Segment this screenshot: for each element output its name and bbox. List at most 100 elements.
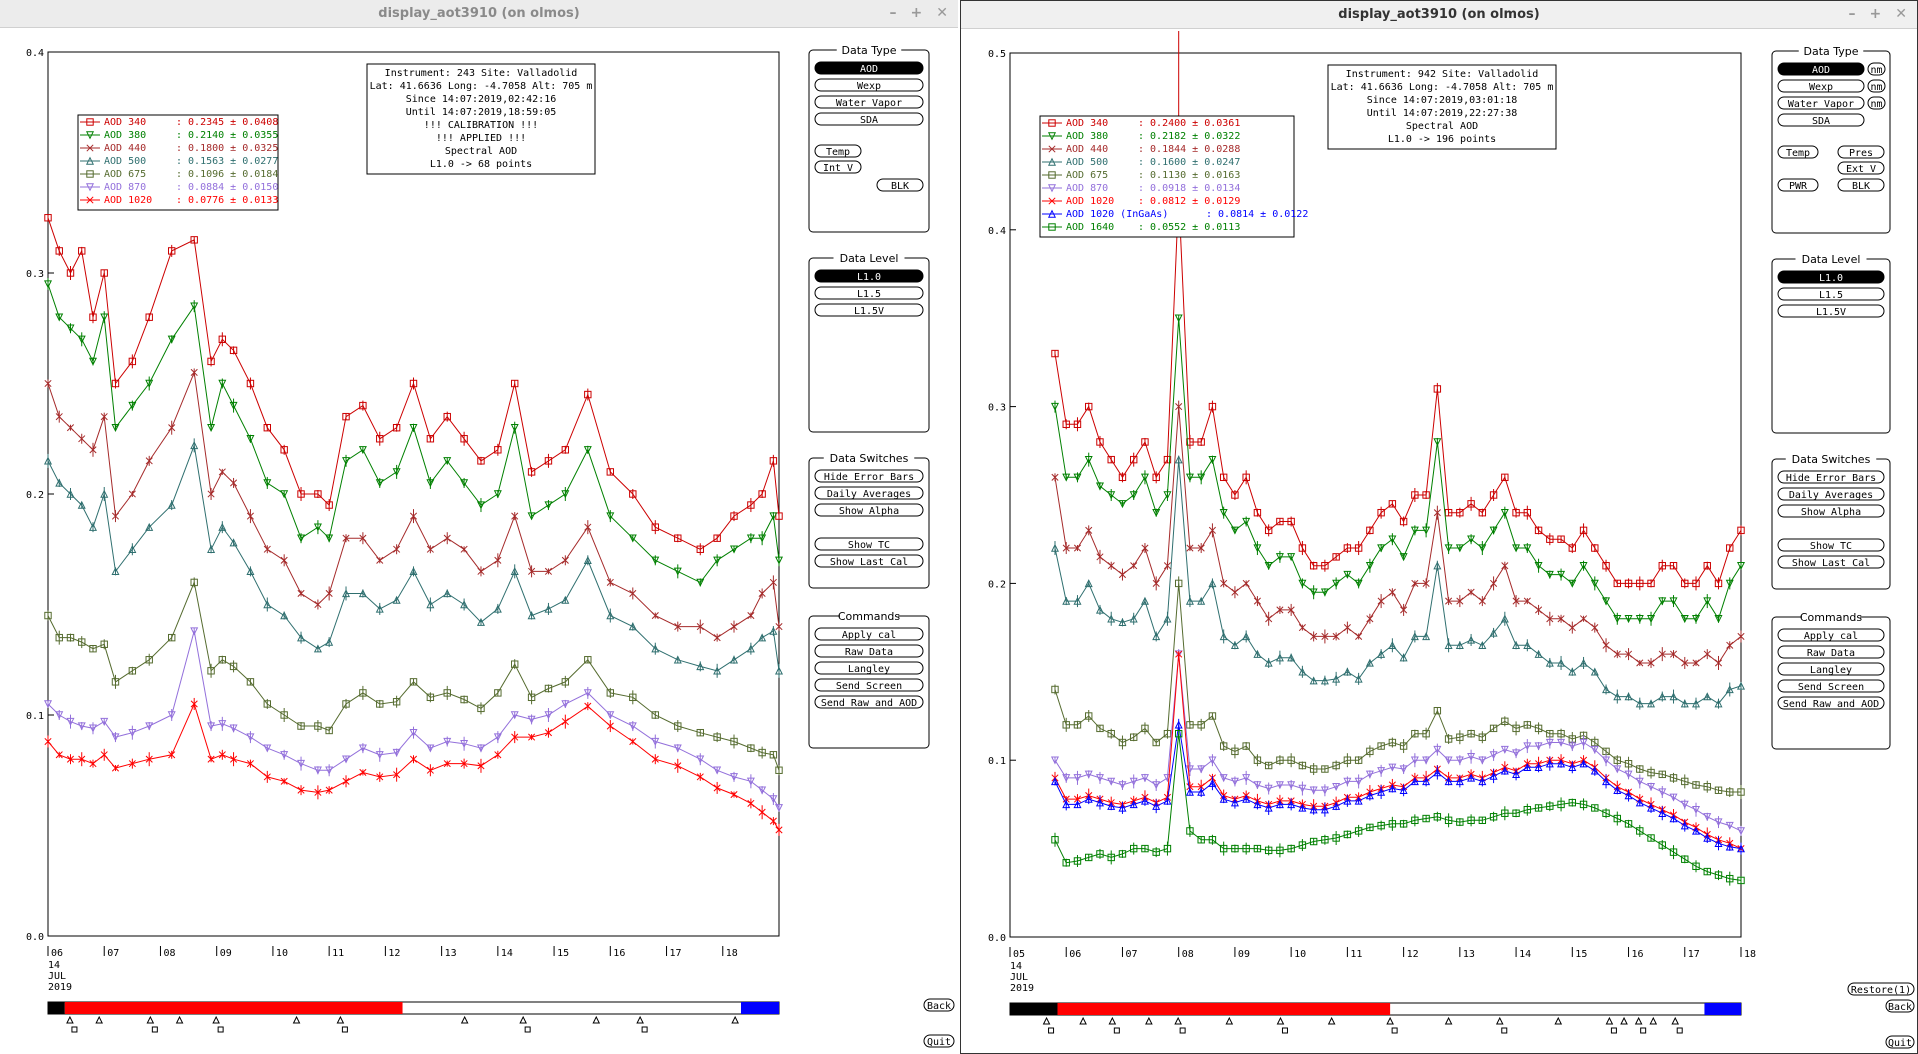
daily-averages-button[interactable]: Daily Averages (814, 486, 924, 500)
button-shape[interactable] (1867, 79, 1886, 93)
button-shape[interactable] (1777, 645, 1885, 659)
button-shape[interactable] (1777, 679, 1885, 693)
button-shape[interactable] (1837, 178, 1885, 192)
close-icon[interactable]: ✕ (936, 5, 948, 21)
apply-cal-button[interactable]: Apply cal (1777, 628, 1885, 642)
button-shape[interactable] (814, 469, 924, 483)
button-shape[interactable] (814, 627, 924, 641)
unit-nm-button[interactable]: nm (1867, 96, 1886, 110)
data-level-l1-5-button[interactable]: L1.5 (1777, 287, 1885, 301)
hide-error-bars-button[interactable]: Hide Error Bars (814, 469, 924, 483)
maximize-icon[interactable]: + (1869, 6, 1882, 22)
maximize-icon[interactable]: + (910, 5, 923, 21)
button-shape[interactable] (1777, 504, 1885, 518)
langley-button[interactable]: Langley (1777, 662, 1885, 676)
button-shape[interactable] (814, 112, 924, 126)
button-shape[interactable] (1777, 487, 1885, 501)
close-icon[interactable]: ✕ (1895, 6, 1907, 22)
button-shape[interactable] (923, 1034, 955, 1048)
temp-button[interactable]: Temp (814, 144, 862, 158)
data-type-wexp-button[interactable]: Wexp (814, 78, 924, 92)
button-shape[interactable] (814, 61, 924, 75)
button-shape[interactable] (814, 303, 924, 317)
data-type-sda-button[interactable]: SDA (1777, 113, 1865, 127)
data-level-l1-5v-button[interactable]: L1.5V (1777, 304, 1885, 318)
button-shape[interactable] (1777, 470, 1885, 484)
quit-button[interactable]: Quit (1885, 1035, 1915, 1049)
unit-nm-button[interactable]: nm (1867, 79, 1886, 93)
button-shape[interactable] (814, 644, 924, 658)
data-type-sda-button[interactable]: SDA (814, 112, 924, 126)
minimize-icon[interactable]: – (1848, 6, 1856, 22)
button-shape[interactable] (1777, 555, 1885, 569)
button-shape[interactable] (814, 144, 862, 158)
button-shape[interactable] (814, 678, 924, 692)
button-shape[interactable] (1777, 145, 1819, 159)
raw-data-button[interactable]: Raw Data (814, 644, 924, 658)
button-shape[interactable] (1777, 287, 1885, 301)
button-shape[interactable] (1777, 304, 1885, 318)
button-shape[interactable] (814, 661, 924, 675)
temp-button[interactable]: Temp (1777, 145, 1819, 159)
button-shape[interactable] (1777, 96, 1865, 110)
button-shape[interactable] (1867, 62, 1886, 76)
send-screen-button[interactable]: Send Screen (814, 678, 924, 692)
pwr-button[interactable]: PWR (1777, 178, 1819, 192)
blk-button[interactable]: BLK (1837, 178, 1885, 192)
button-shape[interactable] (1777, 62, 1865, 76)
daily-averages-button[interactable]: Daily Averages (1777, 487, 1885, 501)
button-shape[interactable] (814, 695, 924, 709)
button-shape[interactable] (1777, 696, 1885, 710)
button-shape[interactable] (1867, 96, 1886, 110)
show-alpha-button[interactable]: Show Alpha (814, 503, 924, 517)
data-level-l1-5-button[interactable]: L1.5 (814, 286, 924, 300)
data-type-aod-button[interactable]: AOD (814, 61, 924, 75)
button-shape[interactable] (1777, 79, 1865, 93)
back-button[interactable]: Back (1885, 999, 1915, 1013)
button-shape[interactable] (1777, 538, 1885, 552)
show-last-cal-button[interactable]: Show Last Cal (814, 554, 924, 568)
button-shape[interactable] (814, 95, 924, 109)
button-shape[interactable] (814, 554, 924, 568)
button-shape[interactable] (1837, 161, 1885, 175)
button-shape[interactable] (1847, 982, 1915, 996)
data-level-l1-5v-button[interactable]: L1.5V (814, 303, 924, 317)
blk-button[interactable]: BLK (876, 178, 924, 192)
send-raw-and-aod-button[interactable]: Send Raw and AOD (814, 695, 924, 709)
show-tc-button[interactable]: Show TC (1777, 538, 1885, 552)
button-shape[interactable] (814, 537, 924, 551)
button-shape[interactable] (923, 998, 955, 1012)
button-shape[interactable] (1837, 145, 1885, 159)
button-shape[interactable] (876, 178, 924, 192)
button-shape[interactable] (814, 160, 862, 174)
button-shape[interactable] (1777, 662, 1885, 676)
button-shape[interactable] (1777, 113, 1865, 127)
pres-button[interactable]: Pres (1837, 145, 1885, 159)
button-shape[interactable] (1885, 999, 1915, 1013)
show-last-cal-button[interactable]: Show Last Cal (1777, 555, 1885, 569)
send-screen-button[interactable]: Send Screen (1777, 679, 1885, 693)
restore-button[interactable]: Restore(1) (1847, 982, 1915, 996)
button-shape[interactable] (1777, 628, 1885, 642)
unit-nm-button[interactable]: nm (1867, 62, 1886, 76)
button-shape[interactable] (1885, 1035, 1915, 1049)
window-titlebar[interactable]: display_aot3910 (on olmos) – + ✕ (0, 0, 958, 28)
button-shape[interactable] (814, 78, 924, 92)
button-shape[interactable] (814, 269, 924, 283)
button-shape[interactable] (1777, 270, 1885, 284)
raw-data-button[interactable]: Raw Data (1777, 645, 1885, 659)
button-shape[interactable] (814, 486, 924, 500)
show-tc-button[interactable]: Show TC (814, 537, 924, 551)
button-shape[interactable] (814, 503, 924, 517)
data-type-water-vapor-button[interactable]: Water Vapor (1777, 96, 1865, 110)
apply-cal-button[interactable]: Apply cal (814, 627, 924, 641)
back-button[interactable]: Back (923, 998, 955, 1012)
hide-error-bars-button[interactable]: Hide Error Bars (1777, 470, 1885, 484)
langley-button[interactable]: Langley (814, 661, 924, 675)
data-type-water-vapor-button[interactable]: Water Vapor (814, 95, 924, 109)
data-type-aod-button[interactable]: AOD (1777, 62, 1865, 76)
data-level-l1-0-button[interactable]: L1.0 (1777, 270, 1885, 284)
ext-v-button[interactable]: Ext V (1837, 161, 1885, 175)
minimize-icon[interactable]: – (889, 5, 897, 21)
int-v-button[interactable]: Int V (814, 160, 862, 174)
